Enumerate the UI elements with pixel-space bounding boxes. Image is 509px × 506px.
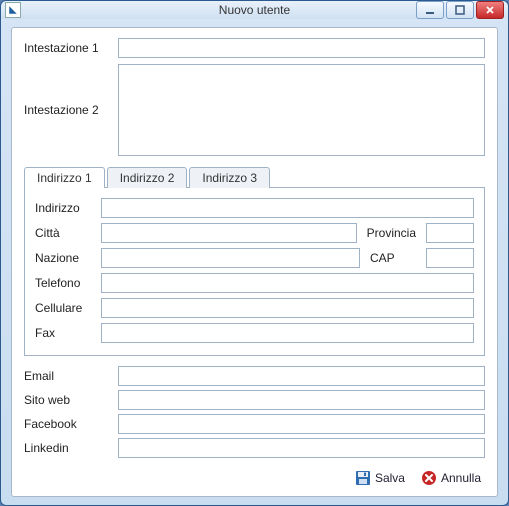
sito-label: Sito web [24,393,112,407]
app-icon [5,2,21,18]
sito-row: Sito web [24,390,485,410]
fax-label: Fax [35,326,95,340]
tab-indirizzo-2[interactable]: Indirizzo 2 [107,167,188,188]
save-label: Salva [375,471,405,485]
intestazione2-textarea[interactable] [118,64,485,156]
cellulare-label: Cellulare [35,301,95,315]
footer-buttons: Salva Annulla [24,464,485,488]
email-label: Email [24,369,112,383]
intestazione2-row: Intestazione 2 [24,64,485,156]
email-input[interactable] [118,366,485,386]
linkedin-label: Linkedin [24,441,112,455]
citta-row: Città Provincia [35,223,474,243]
cap-label: CAP [366,251,420,265]
tab-strip: Indirizzo 1 Indirizzo 2 Indirizzo 3 [24,167,485,188]
intestazione1-row: Intestazione 1 [24,38,485,58]
fax-input[interactable] [101,323,474,343]
contact-section: Email Sito web Facebook Linkedin [24,362,485,458]
intestazione1-label: Intestazione 1 [24,41,112,55]
facebook-label: Facebook [24,417,112,431]
save-icon [355,470,371,486]
content-frame: Intestazione 1 Intestazione 2 Indirizzo … [11,27,498,497]
email-row: Email [24,366,485,386]
fax-row: Fax [35,323,474,343]
nazione-row: Nazione CAP [35,248,474,268]
cellulare-row: Cellulare [35,298,474,318]
cancel-icon [421,470,437,486]
window-body: Intestazione 1 Intestazione 2 Indirizzo … [1,19,508,505]
telefono-label: Telefono [35,276,95,290]
indirizzo-label: Indirizzo [35,201,95,215]
minimize-button[interactable] [416,1,444,19]
tab-panel-indirizzo-1: Indirizzo Città Provincia Nazione CAP [24,187,485,356]
cap-input[interactable] [426,248,474,268]
citta-input[interactable] [101,223,357,243]
close-button[interactable] [476,1,504,19]
cancel-label: Annulla [441,471,481,485]
maximize-icon [455,5,465,15]
linkedin-row: Linkedin [24,438,485,458]
maximize-button[interactable] [446,1,474,19]
tab-indirizzo-1[interactable]: Indirizzo 1 [24,167,105,188]
titlebar[interactable]: Nuovo utente [1,1,508,19]
minimize-icon [425,5,435,15]
provincia-input[interactable] [426,223,474,243]
cellulare-input[interactable] [101,298,474,318]
linkedin-input[interactable] [118,438,485,458]
tab-indirizzo-3[interactable]: Indirizzo 3 [189,167,270,188]
telefono-input[interactable] [101,273,474,293]
facebook-input[interactable] [118,414,485,434]
citta-label: Città [35,226,95,240]
save-button[interactable]: Salva [355,470,405,486]
address-tabs: Indirizzo 1 Indirizzo 2 Indirizzo 3 Indi… [24,166,485,356]
close-icon [485,5,495,15]
cancel-button[interactable]: Annulla [421,470,481,486]
window-nuovo-utente: Nuovo utente Intestazione 1 Intestazione… [0,0,509,506]
indirizzo-row: Indirizzo [35,198,474,218]
nazione-input[interactable] [101,248,360,268]
provincia-label: Provincia [363,226,420,240]
facebook-row: Facebook [24,414,485,434]
indirizzo-input[interactable] [101,198,474,218]
nazione-label: Nazione [35,251,95,265]
sito-input[interactable] [118,390,485,410]
intestazione2-label: Intestazione 2 [24,103,112,117]
intestazione1-input[interactable] [118,38,485,58]
telefono-row: Telefono [35,273,474,293]
